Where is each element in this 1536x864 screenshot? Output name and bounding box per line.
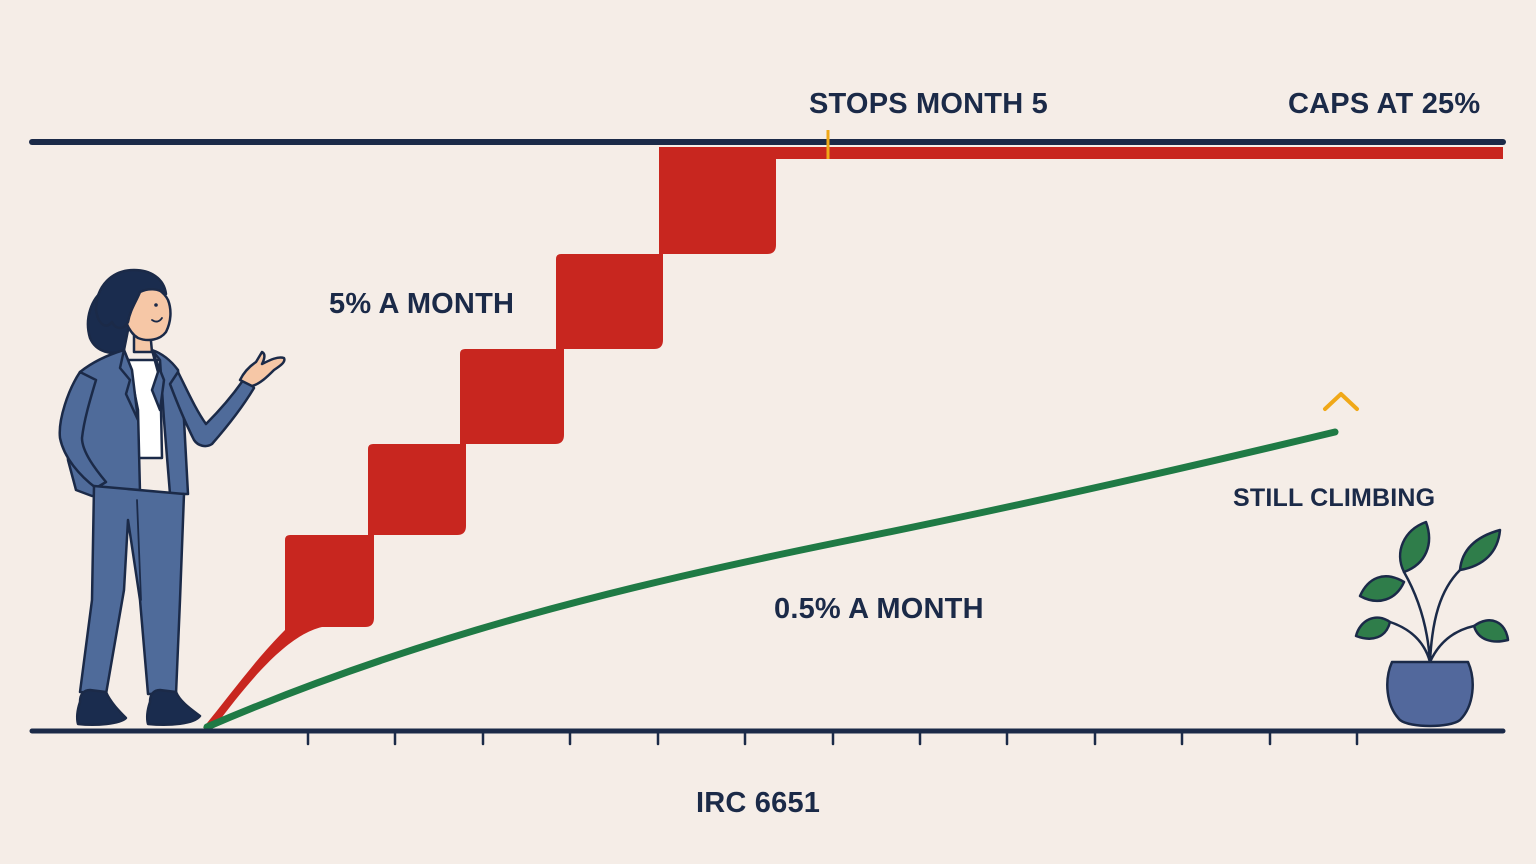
shoe-right [145, 688, 202, 726]
caps-label: CAPS AT 25% [1288, 88, 1481, 120]
potted-plant-icon [1354, 520, 1510, 728]
cap-band [760, 147, 1503, 159]
plant-pot [1386, 660, 1474, 728]
plant-leaf [1354, 616, 1392, 640]
failure-to-file-curve [203, 147, 776, 728]
plant-leaf [1458, 528, 1502, 572]
still-climbing-label: STILL CLIMBING [1233, 484, 1436, 512]
trousers [78, 484, 186, 696]
hand [238, 350, 286, 388]
woman-presenting-figure [58, 268, 286, 726]
shoe-left [75, 688, 128, 726]
x-axis-ticks [306, 731, 1359, 746]
chevron-up-icon [1323, 392, 1359, 411]
right-arm [168, 370, 256, 448]
lapel-left [118, 348, 140, 422]
statute-label: IRC 6651 [696, 787, 821, 819]
eye [154, 303, 158, 307]
stops-month-5-label: STOPS MONTH 5 [809, 88, 1048, 120]
plant-stem [1388, 568, 1476, 664]
plant-leaf [1398, 520, 1431, 574]
lapel-right [150, 348, 166, 412]
plant-leaf [1358, 575, 1406, 602]
failure-to-pay-curve [203, 428, 1339, 731]
failure-to-pay-rate-label: 0.5% A MONTH [774, 593, 984, 625]
hair-top [94, 268, 168, 330]
plant-leaf [1472, 619, 1510, 643]
trouser-crease [136, 499, 142, 601]
smile [151, 317, 163, 323]
failure-to-file-rate-label: 5% A MONTH [329, 288, 515, 320]
